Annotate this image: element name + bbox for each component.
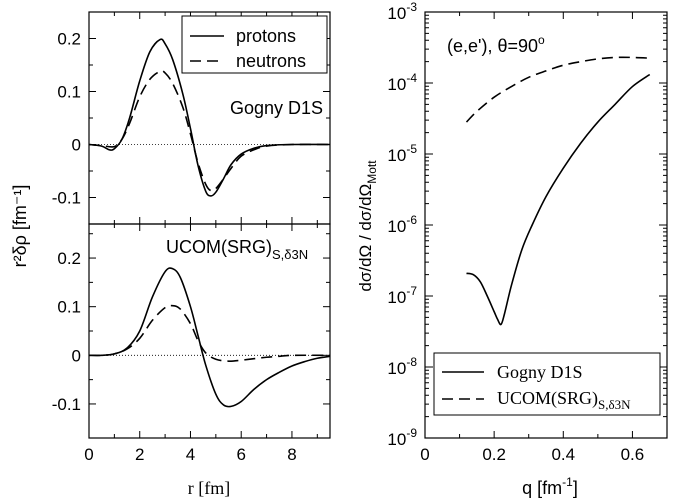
left-top-ytick-label: -0.1: [52, 189, 81, 208]
left-bottom-xtick-label: 4: [186, 445, 195, 464]
left-top-legend: protons neutrons: [181, 15, 328, 74]
right-ytick-label: 10-4: [387, 71, 417, 94]
right-series-solid-line: [466, 73, 651, 326]
right-ytick-label: 10-5: [387, 142, 417, 165]
right-annotation-sup: o: [538, 33, 545, 47]
right-ylabel: dσ/dΩ / dσ/dΩMott: [356, 160, 379, 292]
right-series-dashed-line: [465, 56, 650, 123]
legend-ucom-label: UCOM(SRG)S,δ3N: [497, 388, 631, 412]
right-ytick-label: 10-6: [387, 213, 417, 236]
right-xlabel-sup: -1: [562, 475, 573, 489]
left-bottom-xtick-label: 0: [84, 445, 93, 464]
left-bottom-ytick-label: 0: [72, 346, 81, 365]
right-annotation-main: (e,e'), θ=90: [447, 36, 538, 56]
left-bottom-series-solid-line: [88, 267, 331, 408]
right-ytick-label: 10-8: [387, 355, 417, 378]
left-bottom-annotation-sub: S,δ3N: [272, 247, 308, 262]
right-legend: Gogny D1S UCOM(SRG)S,δ3N: [433, 352, 661, 416]
right-ytick-label: 10-7: [387, 284, 417, 307]
legend-ucom-main: UCOM(SRG): [497, 388, 598, 409]
left-top-ytick-label: 0.2: [57, 30, 81, 49]
right-xtick-label: 0.2: [482, 445, 506, 464]
left-top-ytick-label: 0: [72, 136, 81, 155]
right-legend-box: [433, 352, 661, 416]
right-xlabel-end: ]: [573, 478, 578, 498]
left-top-ytick-label: 0.1: [57, 83, 81, 102]
right-xtick-label: 0: [420, 445, 429, 464]
right-xtick-label: 0.6: [621, 445, 645, 464]
right-xlabel-main: q [fm: [522, 478, 562, 498]
left-top-annotation: Gogny D1S: [230, 98, 323, 118]
left-bottom-ytick-label: -0.1: [52, 395, 81, 414]
left-ylabel: r²δρ [fm⁻¹]: [10, 185, 30, 268]
right-ylabel-sub: Mott: [365, 160, 379, 184]
left-xlabel: r [fm]: [188, 478, 230, 498]
left-bottom-annotation: UCOM(SRG)S,δ3N: [166, 237, 308, 262]
legend-protons-label: protons: [236, 26, 296, 46]
right-ytick-label: 10-9: [387, 426, 417, 449]
right-annotation: (e,e'), θ=90o: [447, 33, 545, 56]
left-top-series-dashed-line: [88, 70, 331, 192]
legend-ucom-sub: S,δ3N: [598, 397, 631, 412]
left-bottom-ytick-label: 0.1: [57, 298, 81, 317]
axes-layer: -0.1 0 0.1 0.2 0 2 4 6 8 -0.1 0 0.1 0.2 0 0.2 0.4 0.6 10-…: [52, 0, 667, 464]
curves-layer: [88, 38, 651, 408]
left-bottom-series-dashed-line: [88, 304, 331, 362]
right-ytick-label: 10-3: [387, 0, 417, 23]
left-bottom-xtick-label: 6: [236, 445, 245, 464]
right-ylabel-main: dσ/dΩ / dσ/dΩ: [356, 184, 375, 292]
left-bottom-annotation-main: UCOM(SRG): [166, 237, 272, 257]
right-xlabel: q [fm-1]: [522, 475, 578, 498]
legend-gogny-label: Gogny D1S: [497, 362, 583, 382]
left-top-legend-box: [181, 15, 328, 74]
left-bottom-ytick-label: 0.2: [57, 249, 81, 268]
left-bottom-xtick-label: 2: [135, 445, 144, 464]
left-bottom-xtick-label: 8: [287, 445, 296, 464]
legend-neutrons-label: neutrons: [236, 51, 306, 71]
right-xtick-label: 0.4: [551, 445, 575, 464]
